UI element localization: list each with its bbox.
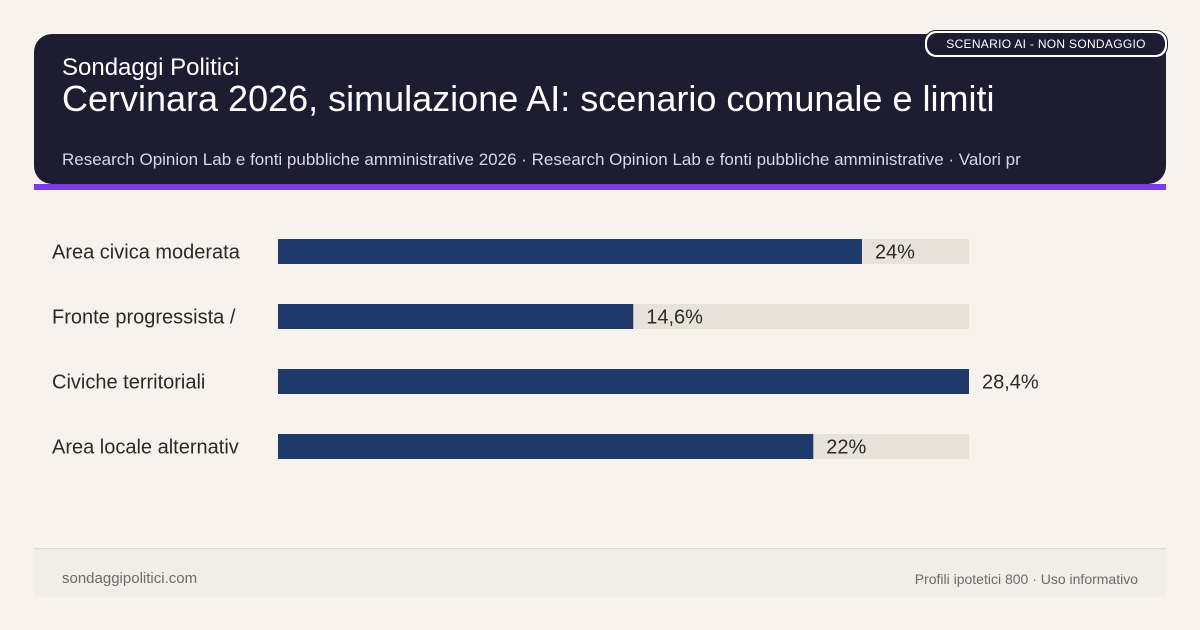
category-label: Area locale alternativ	[52, 437, 239, 459]
bar	[278, 304, 634, 329]
bar	[278, 369, 969, 394]
category-label: Area civica moderata	[52, 242, 241, 264]
value-label: 22%	[826, 437, 866, 459]
footer-site[interactable]: sondaggipolitici.com	[62, 570, 198, 587]
value-label: 24%	[875, 242, 915, 264]
category-label: Civiche territoriali	[52, 372, 205, 394]
header-accent-bar	[34, 184, 1166, 190]
header-banner: Sondaggi Politici Cervinara 2026, simula…	[34, 34, 1166, 184]
value-label: 14,6%	[646, 307, 703, 329]
category-label: Fronte progressista /	[52, 307, 236, 329]
footer: sondaggipolitici.com Profili ipotetici 8…	[34, 548, 1166, 597]
page-title: Cervinara 2026, simulazione AI: scenario…	[62, 78, 995, 119]
page-subtitle: Research Opinion Lab e fonti pubbliche a…	[62, 150, 1021, 169]
bar	[278, 434, 814, 459]
value-label: 28,4%	[982, 372, 1039, 394]
scenario-badge-label: SCENARIO AI - NON SONDAGGIO	[927, 33, 1165, 55]
footer-note: Profili ipotetici 800 · Uso informativo	[914, 571, 1138, 587]
brand-name: Sondaggi Politici	[62, 54, 240, 81]
scenario-badge: SCENARIO AI - NON SONDAGGIO	[924, 30, 1168, 58]
bar	[278, 239, 862, 264]
